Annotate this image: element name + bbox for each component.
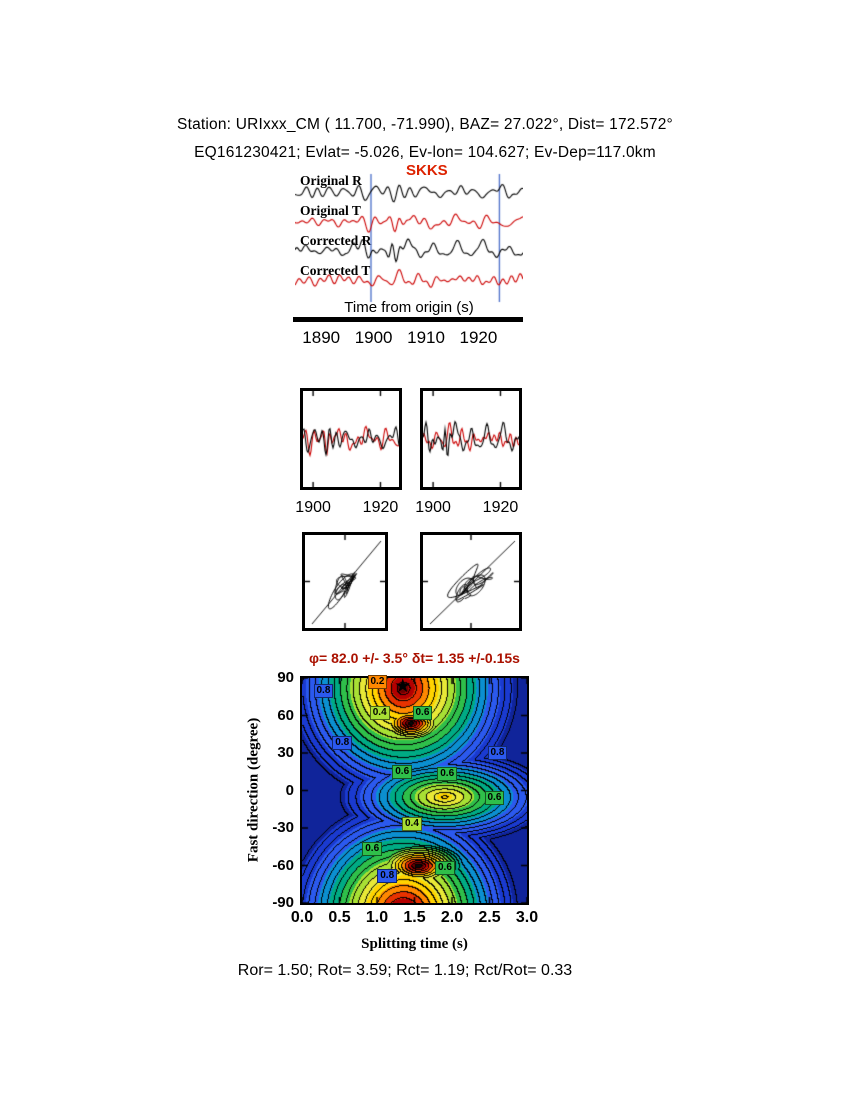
window-zoom-corrected-canvas bbox=[420, 388, 522, 490]
fast-direction-tick-label: 0 bbox=[285, 781, 294, 799]
station-header: Station: URIxxx_CM ( 11.700, -71.990), B… bbox=[177, 116, 673, 133]
contour-level-label: 0.6 bbox=[392, 764, 413, 779]
contour-level-label: 0.2 bbox=[367, 674, 388, 689]
contour-level-label: 0.6 bbox=[362, 842, 383, 857]
contour-level-label: 0.6 bbox=[484, 791, 505, 805]
window-zoom-tick-label: 1920 bbox=[482, 499, 519, 516]
contour-level-label: 0.6 bbox=[437, 767, 458, 782]
splitting-time-tick-label: 1.5 bbox=[403, 909, 426, 926]
time-axis-tick-label: 1890 bbox=[302, 328, 341, 347]
particle-motion-original-canvas bbox=[302, 532, 388, 631]
best-solution-star-marker: ★ bbox=[394, 675, 412, 697]
event-header: EQ161230421; Evlat= -5.026, Ev-lon= 104.… bbox=[194, 144, 656, 161]
time-axis-tick-label: 1900 bbox=[354, 328, 393, 347]
splitting-time-tick-label: 0.0 bbox=[290, 909, 314, 926]
splitting-result-title: φ= 82.0 +/- 3.5° δt= 1.35 +/-0.15s bbox=[309, 650, 520, 666]
contour-level-label: 0.6 bbox=[435, 861, 455, 875]
contour-level-label: 0.4 bbox=[402, 817, 422, 832]
splitting-time-axis-label: Splitting time (s) bbox=[361, 936, 468, 952]
fast-direction-tick-label: -60 bbox=[272, 856, 294, 874]
time-axis-line bbox=[293, 317, 523, 322]
fast-direction-tick-label: 90 bbox=[277, 669, 294, 686]
fast-direction-tick-label: -90 bbox=[272, 894, 294, 911]
fast-direction-tick-label: 30 bbox=[277, 744, 294, 761]
contour-level-label: 0.8 bbox=[377, 868, 398, 883]
splitting-time-tick-label: 0.5 bbox=[328, 909, 351, 926]
splitting-time-tick-label: 2.0 bbox=[440, 909, 464, 926]
quality-stats: Ror= 1.50; Rot= 3.59; Rct= 1.19; Rct/Rot… bbox=[237, 962, 573, 979]
particle-motion-corrected-canvas bbox=[420, 532, 522, 631]
time-axis-title: Time from origin (s) bbox=[344, 299, 474, 316]
window-zoom-tick-label: 1920 bbox=[362, 499, 399, 516]
contour-level-label: 0.4 bbox=[369, 706, 390, 720]
contour-level-label: 0.8 bbox=[332, 736, 353, 750]
splitting-time-tick-label: 2.5 bbox=[478, 909, 501, 926]
contour-level-label: 0.6 bbox=[412, 706, 433, 720]
splitting-time-tick-label: 1.0 bbox=[365, 909, 389, 926]
waveform-traces-canvas bbox=[295, 168, 523, 308]
window-zoom-original-canvas bbox=[300, 388, 402, 490]
contour-level-label: 0.8 bbox=[487, 746, 508, 760]
time-axis-tick-label: 1920 bbox=[459, 328, 498, 347]
window-zoom-tick-label: 1900 bbox=[415, 499, 451, 516]
fast-direction-tick-label: 60 bbox=[277, 706, 294, 724]
window-zoom-tick-label: 1900 bbox=[295, 499, 331, 516]
splitting-time-tick-label: 3.0 bbox=[515, 909, 539, 926]
time-axis-tick-label: 1910 bbox=[407, 328, 445, 347]
fast-direction-tick-label: -30 bbox=[272, 819, 294, 836]
contour-level-label: 0.8 bbox=[313, 683, 334, 698]
